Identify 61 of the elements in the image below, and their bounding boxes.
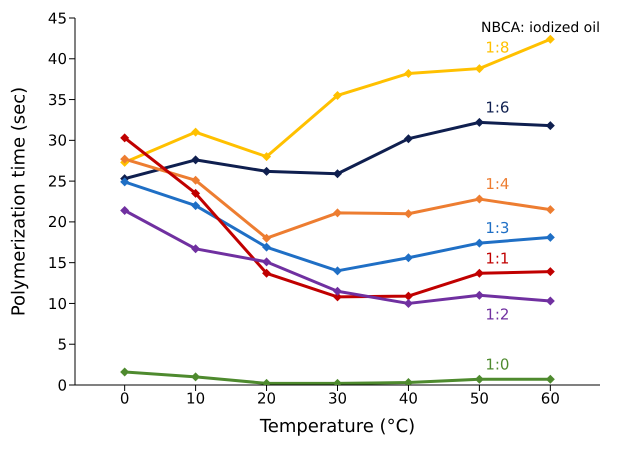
x-tick-label: 20 bbox=[257, 390, 276, 408]
point bbox=[546, 232, 555, 242]
y-tick-label: 35 bbox=[48, 90, 67, 109]
y-tick-label: 25 bbox=[48, 172, 67, 190]
series-label: 1:6 bbox=[485, 98, 510, 116]
x-tick-label: 10 bbox=[186, 390, 206, 408]
series-label: 1:4 bbox=[485, 175, 510, 194]
point bbox=[546, 296, 555, 306]
point bbox=[120, 133, 130, 142]
legend-title: NBCA: iodized oil bbox=[481, 20, 600, 36]
y-tick-label: 15 bbox=[48, 254, 67, 272]
point bbox=[262, 234, 272, 243]
y-tick-label: 10 bbox=[48, 294, 67, 313]
point bbox=[333, 169, 342, 178]
point bbox=[333, 90, 342, 100]
point bbox=[191, 176, 200, 185]
point bbox=[333, 266, 342, 276]
point bbox=[474, 194, 484, 204]
series-label: 1:8 bbox=[485, 38, 510, 57]
x-tick-label: 40 bbox=[398, 390, 418, 408]
series-label: 1:2 bbox=[485, 305, 510, 324]
point bbox=[546, 34, 555, 44]
point bbox=[262, 152, 272, 162]
point bbox=[191, 201, 200, 210]
x-axis-title: Temperature (°C) bbox=[258, 416, 416, 437]
x-tick-label: 0 bbox=[120, 390, 130, 408]
point bbox=[120, 177, 130, 186]
y-tick-label: 45 bbox=[48, 9, 67, 28]
point bbox=[191, 128, 200, 137]
point bbox=[474, 290, 484, 300]
point bbox=[191, 188, 200, 198]
x-tick-label: 50 bbox=[470, 390, 489, 408]
point bbox=[191, 244, 200, 254]
point bbox=[262, 242, 272, 252]
y-tick-label: 40 bbox=[48, 50, 67, 68]
series-label: 1:1 bbox=[485, 249, 510, 268]
y-tick-label: 20 bbox=[48, 213, 67, 232]
point bbox=[546, 205, 555, 214]
point bbox=[120, 154, 130, 164]
y-tick-label: 5 bbox=[57, 336, 67, 354]
x-tick-label: 30 bbox=[328, 390, 348, 408]
point bbox=[404, 134, 413, 144]
y-tick-label: 30 bbox=[48, 132, 67, 150]
x-tick-label: 60 bbox=[540, 390, 560, 408]
point bbox=[262, 257, 272, 266]
point bbox=[474, 268, 484, 278]
point bbox=[404, 68, 413, 78]
y-tick-label: 0 bbox=[57, 376, 67, 394]
point bbox=[474, 238, 484, 248]
series-label: 1:0 bbox=[485, 355, 510, 374]
point bbox=[262, 268, 272, 278]
series-label: 1:3 bbox=[485, 219, 510, 238]
point bbox=[404, 253, 413, 262]
point bbox=[120, 206, 130, 215]
point bbox=[191, 372, 200, 382]
point bbox=[474, 118, 484, 127]
point bbox=[404, 298, 413, 308]
point bbox=[333, 286, 342, 296]
point bbox=[120, 367, 130, 376]
y-axis-title: Polymerization time (sec) bbox=[8, 86, 30, 316]
point bbox=[191, 155, 200, 164]
